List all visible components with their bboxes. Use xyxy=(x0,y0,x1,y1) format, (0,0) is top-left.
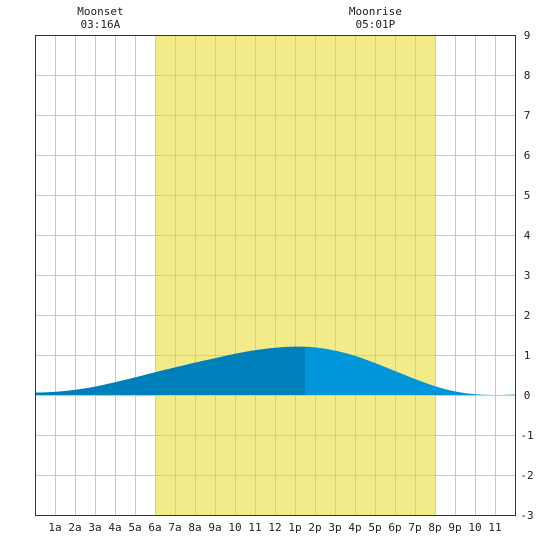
x-tick-label: 6p xyxy=(388,521,401,534)
x-tick-label: 7p xyxy=(408,521,421,534)
y-tick-label: 9 xyxy=(524,29,531,42)
x-tick-label: 4p xyxy=(348,521,361,534)
y-tick-label: 6 xyxy=(524,149,531,162)
x-tick-label: 9a xyxy=(208,521,221,534)
y-tick-label: 5 xyxy=(524,189,531,202)
x-tick-label: 12 xyxy=(268,521,281,534)
y-tick-label: 0 xyxy=(524,389,531,402)
x-tick-label: 4a xyxy=(108,521,121,534)
x-tick-label: 11 xyxy=(248,521,261,534)
x-tick-label: 5p xyxy=(368,521,381,534)
y-tick-label: -2 xyxy=(520,469,533,482)
y-tick-label: 2 xyxy=(524,309,531,322)
x-tick-label: 8a xyxy=(188,521,201,534)
x-tick-label: 9p xyxy=(448,521,461,534)
x-tick-label: 2a xyxy=(68,521,81,534)
tide-area-rising xyxy=(35,346,305,395)
grid-layer xyxy=(35,35,515,515)
y-tick-label: 3 xyxy=(524,269,531,282)
x-tick-label: 8p xyxy=(428,521,441,534)
x-tick-label: 2p xyxy=(308,521,321,534)
y-tick-label: 1 xyxy=(524,349,531,362)
x-tick-label: 10 xyxy=(228,521,241,534)
moon-event-label: Moonrise xyxy=(349,5,402,18)
x-tick-label: 6a xyxy=(148,521,161,534)
x-tick-label: 3p xyxy=(328,521,341,534)
plot-frame xyxy=(35,35,516,516)
x-tick-label: 10 xyxy=(468,521,481,534)
tide-area-falling xyxy=(305,346,515,396)
y-tick-label: 4 xyxy=(524,229,531,242)
x-tick-labels: 1a 2a 3a 4a 5a 6a 7a 8a 9a 10 11 12 1p 2p 3p 4p 5p 6p 7p 8p… xyxy=(48,521,501,534)
x-tick-label: 1a xyxy=(48,521,61,534)
tide-area-layer xyxy=(35,346,515,396)
moon-event-label: Moonset xyxy=(77,5,123,18)
y-tick-label: -1 xyxy=(520,429,533,442)
moon-event-time: 05:01P xyxy=(356,18,396,31)
moon-event-time: 03:16A xyxy=(81,18,121,31)
x-tick-label: 7a xyxy=(168,521,181,534)
x-tick-label: 3a xyxy=(88,521,101,534)
y-tick-labels: -3 -2 -1 0 1 2 3 4 5 6 7 8 9 xyxy=(520,29,533,522)
x-tick-label: 1p xyxy=(288,521,301,534)
x-tick-label: 5a xyxy=(128,521,141,534)
y-tick-label: 8 xyxy=(524,69,531,82)
y-tick-label: 7 xyxy=(524,109,531,122)
x-tick-label: 11 xyxy=(488,521,501,534)
y-tick-label: -3 xyxy=(520,509,533,522)
